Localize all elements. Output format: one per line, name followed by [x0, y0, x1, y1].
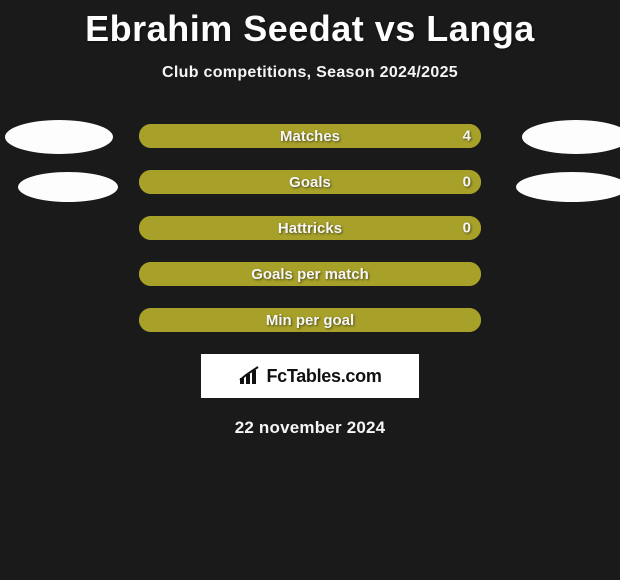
player-right-marker-1 — [522, 120, 620, 154]
stat-bar: Hattricks 0 — [139, 216, 481, 240]
bar-value-right: 0 — [463, 220, 471, 237]
bar-value-right: 0 — [463, 174, 471, 191]
bar-label: Goals per match — [251, 266, 369, 283]
bar-label: Min per goal — [266, 312, 354, 329]
stat-bar: Goals 0 — [139, 170, 481, 194]
date-text: 22 november 2024 — [0, 418, 620, 438]
player-right-marker-2 — [516, 172, 620, 202]
chart-icon — [238, 366, 262, 386]
fctables-logo: FcTables.com — [238, 366, 381, 387]
bar-label: Goals — [289, 174, 331, 191]
bar-value-right: 4 — [463, 128, 471, 145]
stat-bar: Min per goal — [139, 308, 481, 332]
bar-label: Hattricks — [278, 220, 342, 237]
bar-label: Matches — [280, 128, 340, 145]
comparison-area: Matches 4 Goals 0 Hattricks 0 Goals per match M… — [0, 124, 620, 332]
logo-text: FcTables.com — [266, 366, 381, 387]
page-title: Ebrahim Seedat vs Langa — [0, 0, 620, 50]
stat-bars: Matches 4 Goals 0 Hattricks 0 Goals per match M… — [139, 124, 481, 332]
player-left-marker-2 — [18, 172, 118, 202]
subtitle: Club competitions, Season 2024/2025 — [0, 64, 620, 82]
stat-bar: Matches 4 — [139, 124, 481, 148]
player-left-marker-1 — [5, 120, 113, 154]
stat-bar: Goals per match — [139, 262, 481, 286]
logo-box: FcTables.com — [201, 354, 419, 398]
